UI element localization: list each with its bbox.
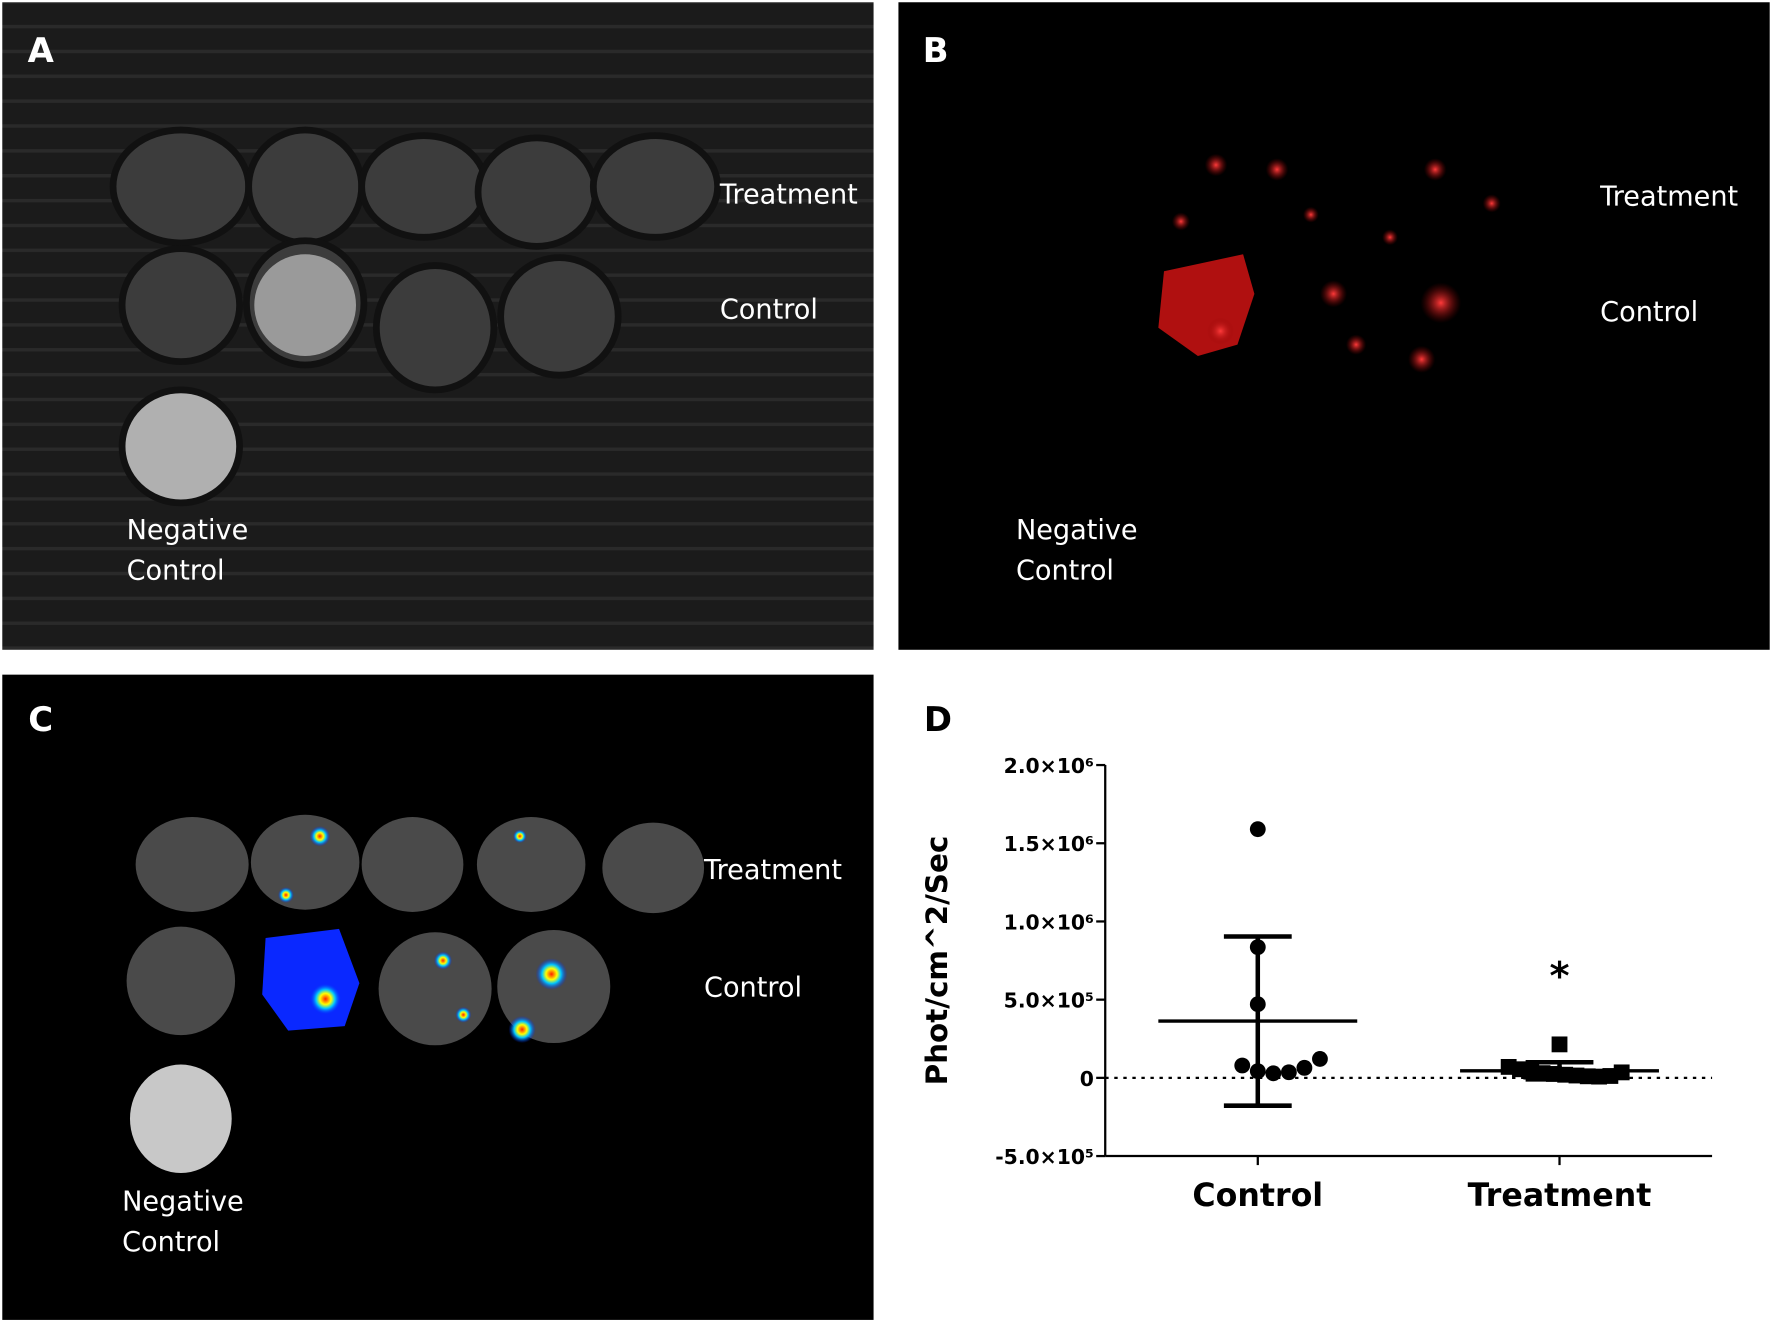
panel-label: B — [923, 31, 949, 70]
row-label: Treatment — [719, 179, 858, 210]
data-point — [1296, 1059, 1313, 1076]
y-axis-title: Phot/cm^2/Sec — [920, 836, 954, 1086]
y-tick-label: -5.0×10⁵ — [995, 1145, 1094, 1169]
negative-label: Negative — [1016, 515, 1138, 546]
panel-label: A — [28, 31, 55, 70]
data-point — [1249, 821, 1266, 838]
row-label: Control — [720, 295, 818, 326]
y-tick-label: 1.0×10⁶ — [1004, 910, 1094, 934]
negative-label: Control — [1016, 556, 1114, 587]
panel-a: A Treatment Control Negative Control — [2, 2, 874, 650]
y-tick-label: 5.0×10⁵ — [1004, 989, 1094, 1013]
y-tick-label: 0 — [1080, 1067, 1094, 1091]
y-tick-label: 2.0×10⁶ — [1004, 754, 1094, 778]
data-point — [1234, 1057, 1251, 1074]
tissues — [126, 814, 705, 1046]
heat-spots — [278, 826, 568, 1044]
row-label: Treatment — [1599, 182, 1738, 213]
data-point — [1280, 1064, 1297, 1081]
negative-label: Negative — [127, 515, 249, 546]
panel-label: D — [924, 700, 952, 739]
x-tick-label: Treatment — [1468, 1178, 1652, 1214]
data-point — [1551, 1036, 1568, 1053]
panel-b: B Treatment Control Negative Control — [898, 2, 1770, 650]
tissue-negative — [118, 386, 243, 507]
panel-c: C Treatment Control Negative Control — [2, 674, 874, 1320]
tissue-bright — [254, 254, 356, 356]
row-label: Control — [704, 973, 802, 1004]
row-label: Control — [1600, 297, 1698, 328]
panel-label: C — [28, 700, 53, 739]
data-point — [1265, 1065, 1282, 1082]
significance-marker: * — [1549, 954, 1569, 999]
panel-background — [898, 2, 1770, 650]
x-tick-label: Control — [1192, 1178, 1323, 1214]
fluorescence-spots — [1171, 153, 1501, 373]
negative-label: Negative — [122, 1186, 244, 1217]
row-label: Treatment — [703, 855, 842, 886]
negative-label: Control — [127, 556, 225, 587]
data-point — [1312, 1051, 1328, 1067]
y-tick-label: 1.5×10⁶ — [1004, 832, 1094, 856]
panel-d: D Phot/cm^2/Sec 2.0×10⁶ 1.5×10⁶ 1.0×10⁶ 5.0… — [920, 700, 1713, 1214]
tissue-negative — [129, 1064, 232, 1174]
negative-label: Control — [122, 1227, 220, 1258]
